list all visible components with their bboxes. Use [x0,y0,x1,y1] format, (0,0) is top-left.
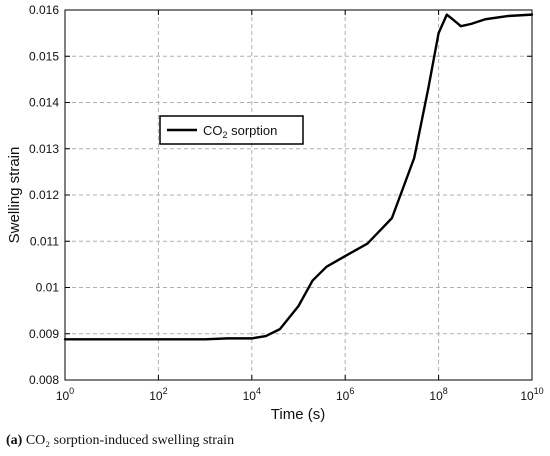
x-tick-label-exponent: 0 [69,386,74,396]
legend-label-tail: sorption [228,123,278,138]
x-axis-title: Time (s) [271,406,325,423]
x-tick-label-exponent: 2 [163,386,168,396]
y-tick-label: 0.011 [30,234,59,248]
x-tick-label-base: 10 [243,389,257,403]
x-tick-label: 1010 [520,386,543,403]
legend-label: CO2 sorption [203,123,277,140]
swelling-strain-chart: 100 102 104 106 108 1010 0.0080.0090.010.0110… [6,3,544,423]
y-tick-label: 0.01 [36,281,60,295]
y-tick-label: 0.008 [29,373,59,387]
x-tick-label-exponent: 4 [256,386,261,396]
x-tick-label-base: 10 [429,389,443,403]
x-tick-label: 102 [149,386,167,403]
x-tick-label-exponent: 8 [443,386,448,396]
caption-text: CO₂ sorption-induced swelling strain [22,433,235,448]
x-tick-label: 106 [336,386,354,403]
y-tick-labels: 0.008 0.009 0.01 0.011 0.012 0.013 0.014 0.015 0… [29,3,59,387]
x-tick-label-base: 10 [149,389,163,403]
x-tick-labels: 100 102 104 106 108 1010 [56,386,544,403]
y-tick-label: 0.013 [29,142,59,156]
legend-label-main: CO [203,123,223,138]
x-tick-label: 108 [429,386,447,403]
x-tick-label: 104 [243,386,261,403]
x-tick-label: 100 [56,386,74,403]
grid-lines [65,10,532,380]
swelling-strain-line [63,13,534,341]
y-tick-label: 0.015 [29,49,59,63]
x-tick-label-exponent: 6 [349,386,354,396]
figure-caption: (a) CO₂ sorption-induced swelling strain [6,433,234,449]
x-tick-label-base: 10 [56,389,70,403]
x-tick-label-base: 10 [520,389,534,403]
plot-frame [64,9,533,381]
y-tick-label: 0.012 [29,188,59,202]
y-tick-label: 0.016 [29,3,59,17]
y-axis-title: Swelling strain [6,147,23,244]
y-tick-label: 0.014 [29,96,59,110]
legend-label-subscript: 2 [223,130,228,140]
legend: CO2 sorption [159,115,304,145]
caption-label: (a) [6,433,23,448]
x-tick-label-base: 10 [336,389,350,403]
x-tick-label-exponent: 10 [534,386,544,396]
y-tick-label: 0.009 [29,327,59,341]
